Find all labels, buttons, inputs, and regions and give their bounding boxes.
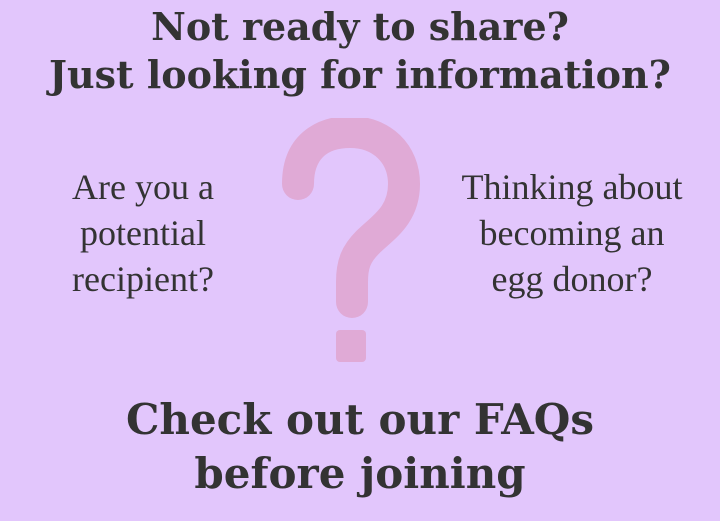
donor-prompt-line-3: egg donor? — [491, 259, 653, 299]
recipient-prompt-line-1: Are you a — [72, 167, 214, 207]
donor-prompt: Thinking about becoming an egg donor? — [432, 164, 712, 302]
recipient-prompt-line-3: recipient? — [72, 259, 214, 299]
donor-prompt-line-2: becoming an — [479, 213, 665, 253]
recipient-prompt: Are you a potential recipient? — [36, 164, 250, 302]
cta-line-2: before joining — [194, 449, 526, 498]
question-mark-icon — [270, 118, 430, 378]
recipient-prompt-line-2: potential — [80, 213, 206, 253]
headline-line-2: Just looking for information? — [49, 52, 671, 97]
headline-line-1: Not ready to share? — [151, 4, 569, 49]
donor-prompt-line-1: Thinking about — [461, 167, 683, 207]
cta-line-1: Check out our FAQs — [125, 395, 595, 444]
